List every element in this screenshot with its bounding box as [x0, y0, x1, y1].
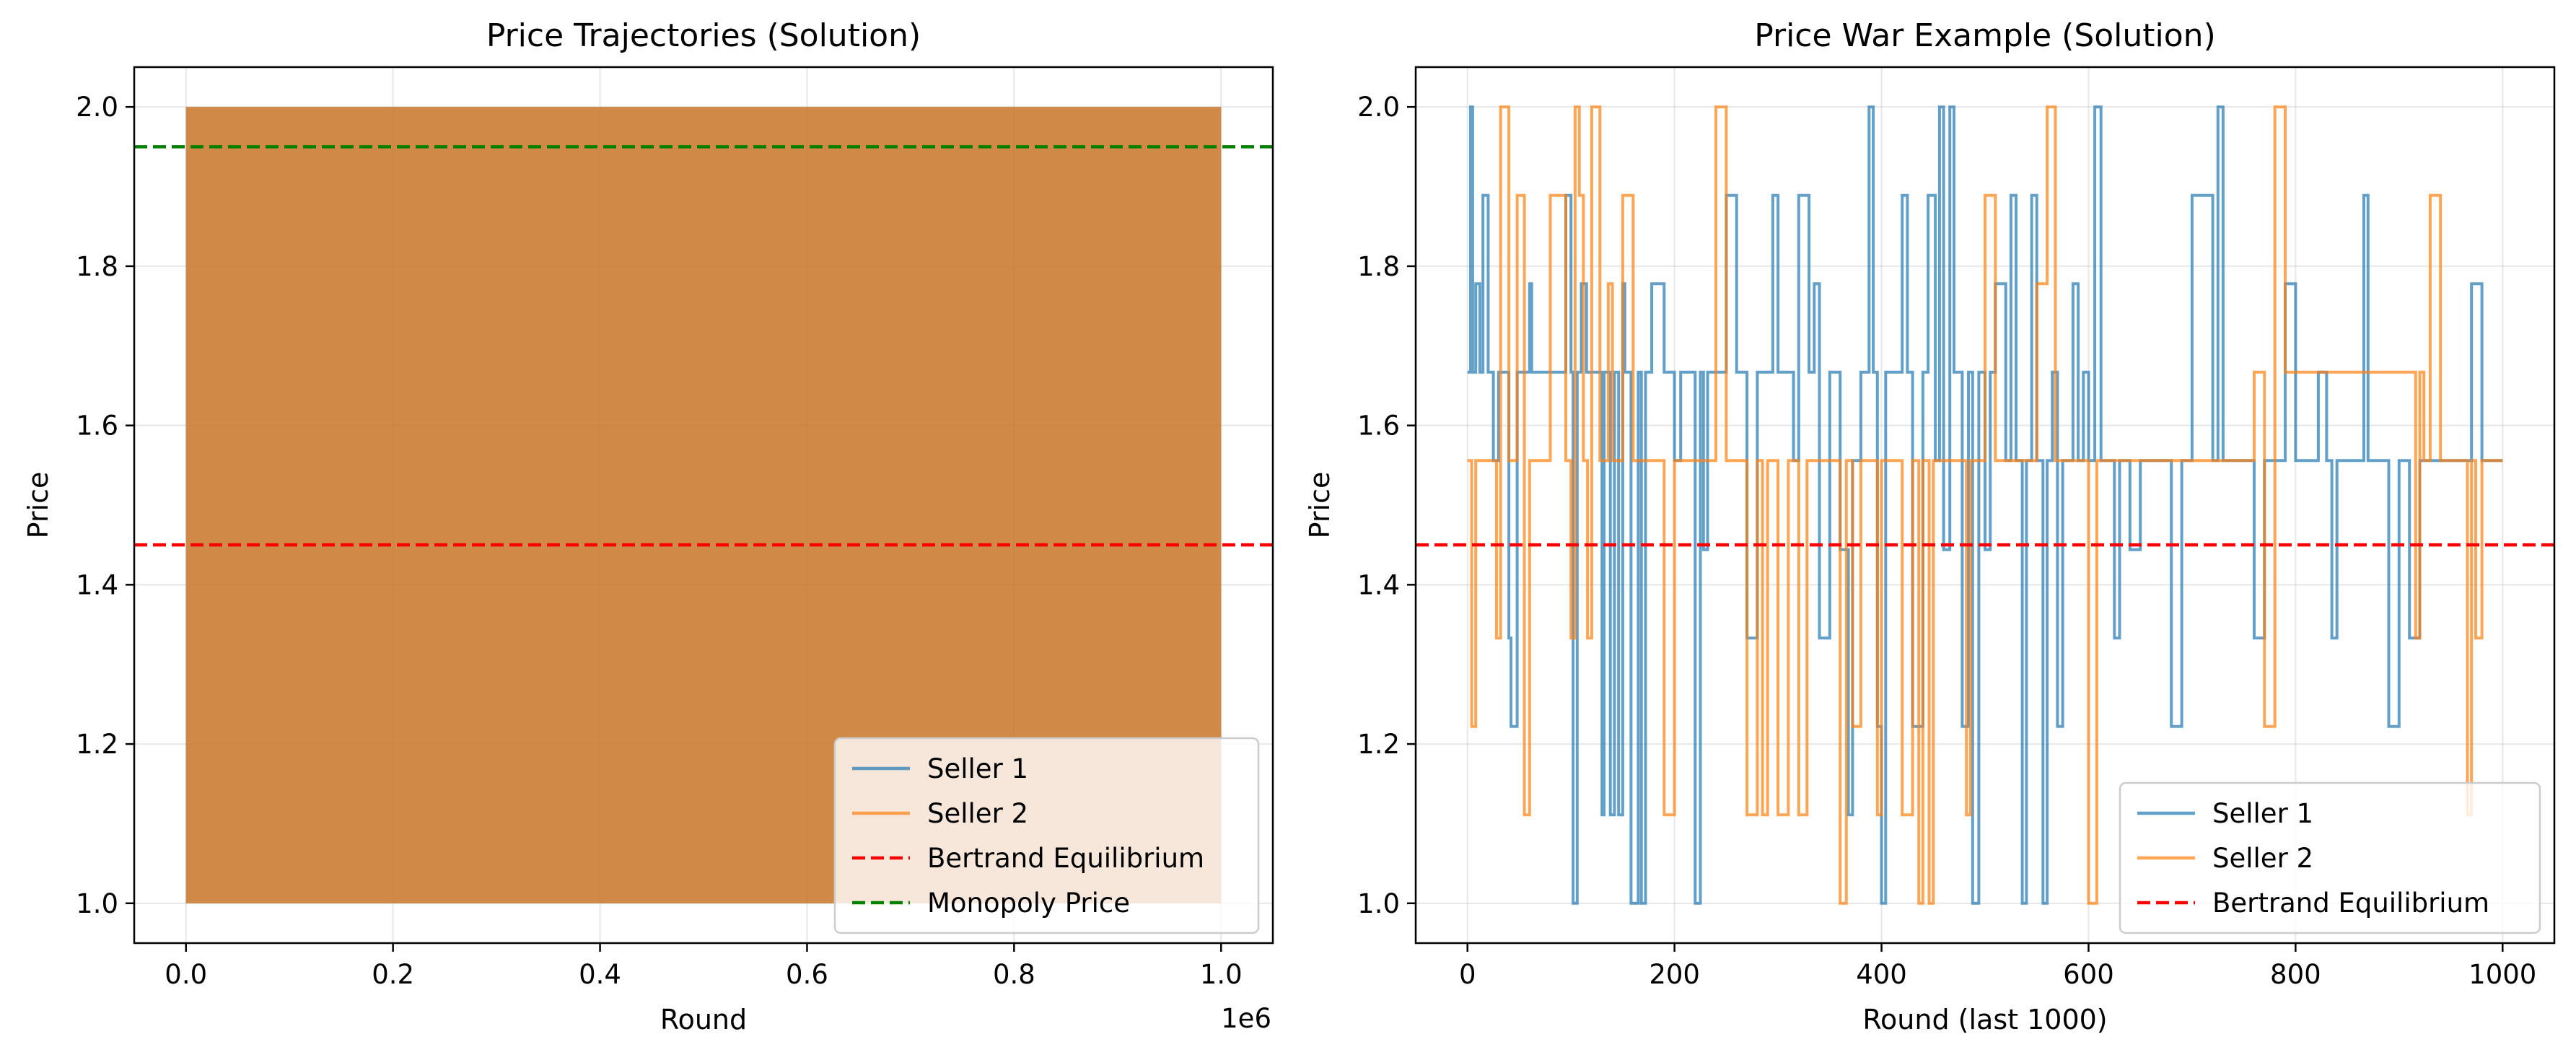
chart-title: Price Trajectories (Solution): [486, 17, 921, 54]
legend-label: Bertrand Equilibrium: [2212, 888, 2489, 919]
legend: Seller 1 Seller 2 Bertrand Equilibrium Mono…: [833, 737, 1260, 934]
x-axis-label: Round: [660, 1004, 747, 1035]
axis-ticks: 0.0 0.2 0.4 0.6 0.8 1.0 1.0 1.2 1.4 1.6 1.8 2.0: [76, 92, 1243, 990]
x-tick-label: 800: [2270, 959, 2321, 990]
y-tick-label: 1.6: [76, 411, 118, 442]
y-tick-label: 1.2: [1357, 729, 1400, 760]
y-tick-label: 1.0: [76, 888, 118, 919]
x-tick-label: 200: [1649, 959, 1700, 990]
x-tick-label: 0.6: [786, 959, 828, 990]
x-tick-label: 400: [1856, 959, 1907, 990]
y-tick-label: 1.6: [1357, 411, 1400, 442]
plot-frame: [133, 66, 1274, 945]
series-layer: [1467, 105, 2503, 905]
legend-box: [2119, 781, 2541, 934]
x-tick-label: 0.4: [579, 959, 621, 990]
x-tick-label: 0.8: [993, 959, 1035, 990]
legend-label: Seller 2: [2212, 843, 2313, 874]
axis-ticks: 0 200 400 600 800 1000 1.0 1.2 1.4 1.6 1.8 2.0: [1357, 92, 2536, 990]
x-tick-label: 0.0: [165, 959, 207, 990]
reference-lines: [134, 145, 1273, 547]
legend-box: [833, 737, 1260, 934]
x-axis-offset-label: 1e6: [1221, 1003, 1271, 1034]
x-tick-label: 600: [2063, 959, 2114, 990]
y-tick-label: 1.8: [1357, 251, 1400, 282]
legend-label: Seller 2: [927, 798, 1028, 829]
series-seller-2-line: [1467, 105, 2503, 905]
y-tick-label: 2.0: [76, 92, 118, 123]
x-axis-label: Round (last 1000): [1862, 1004, 2107, 1035]
y-tick-label: 2.0: [1357, 92, 1400, 123]
chart-price-trajectories: 0.0 0.2 0.4 0.6 0.8 1.0 1.0 1.2 1.4 1.6 1.8 2.0 Pri…: [22, 17, 1274, 1035]
x-tick-label: 0.2: [372, 959, 414, 990]
y-tick-label: 1.2: [76, 729, 118, 760]
series-seller-1-line: [1467, 105, 2503, 905]
x-tick-label: 0: [1459, 959, 1476, 990]
legend-label: Seller 1: [2212, 798, 2313, 829]
y-tick-label: 1.0: [1357, 888, 1400, 919]
legend-label: Seller 1: [927, 753, 1028, 784]
y-tick-label: 1.4: [76, 569, 118, 600]
x-tick-label: 1.0: [1200, 959, 1243, 990]
chart-price-war: 0 200 400 600 800 1000 1.0 1.2 1.4 1.6 1.8 2.0 Pric…: [1304, 17, 2556, 1035]
legend-label: Bertrand Equilibrium: [927, 843, 1204, 874]
chart-title: Price War Example (Solution): [1754, 17, 2216, 54]
y-tick-label: 1.4: [1357, 569, 1400, 600]
legend: Seller 1 Seller 2 Bertrand Equilibrium: [2119, 781, 2541, 934]
y-tick-label: 1.8: [76, 251, 118, 282]
x-tick-label: 1000: [2468, 959, 2536, 990]
y-axis-label: Price: [22, 472, 54, 539]
y-axis-label: Price: [1304, 472, 1336, 539]
legend-label: Monopoly Price: [927, 888, 1130, 919]
plot-frame: [1414, 66, 2556, 945]
